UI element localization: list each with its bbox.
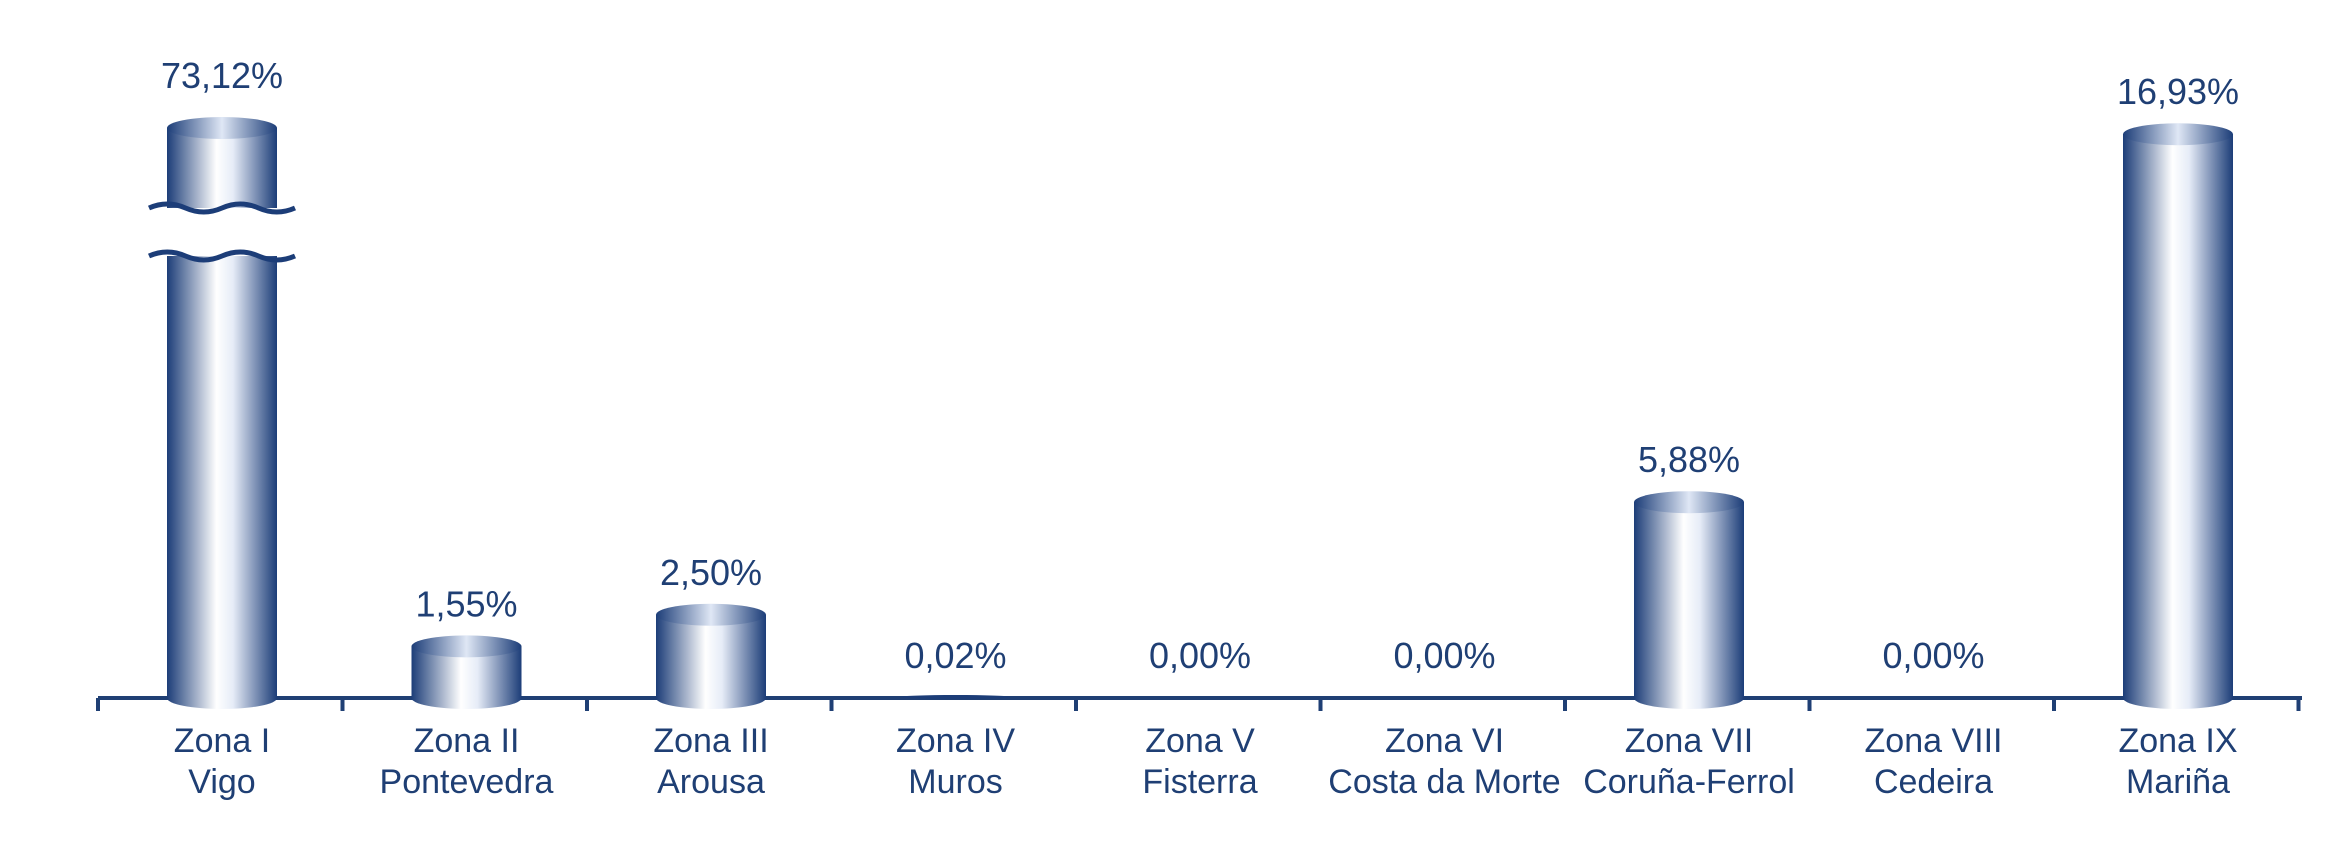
x-tick-label: Zona II: [414, 722, 520, 760]
x-tick-label-sub: Muros: [908, 763, 1002, 801]
x-tick-label-sub: Arousa: [657, 763, 765, 801]
bar-base: [411, 687, 522, 709]
bar-cap: [411, 635, 522, 658]
data-label: 0,00%: [1882, 635, 1984, 676]
bar-base: [167, 687, 277, 709]
x-tick-label-sub: Cedeira: [1874, 763, 1993, 801]
axis-break-line-top: [147, 201, 297, 215]
bar-1: [147, 117, 297, 709]
bar-cap: [656, 603, 766, 626]
x-tick-label: Zona IV: [896, 722, 1015, 760]
bars: [147, 117, 2233, 709]
x-tick-label: Zona IX: [2118, 722, 2237, 760]
data-label: 0,02%: [904, 635, 1006, 676]
bar-base: [656, 687, 766, 709]
data-label: 16,93%: [2117, 71, 2239, 112]
bar-body: [656, 614, 766, 698]
x-tick-label-sub: Vigo: [188, 763, 255, 801]
bar-body: [1634, 502, 1744, 698]
bar-9: [2123, 123, 2233, 709]
bar-base: [2123, 687, 2233, 709]
x-tick-label: Zona VI: [1385, 722, 1504, 760]
x-tick-label-sub: Costa da Morte: [1328, 763, 1560, 801]
bar-7: [1634, 491, 1744, 709]
data-label: 73,12%: [161, 55, 283, 96]
x-tick-label-sub: Mariña: [2126, 763, 2230, 801]
x-tick-label: Zona V: [1145, 722, 1255, 760]
bar-body: [2123, 134, 2233, 698]
x-tick-label: Zona I: [174, 722, 270, 760]
x-tick-label-sub: Coruña-Ferrol: [1583, 763, 1795, 801]
bar-3: [656, 603, 766, 709]
x-tick-label-sub: Pontevedra: [380, 763, 554, 801]
data-label: 5,88%: [1638, 439, 1740, 480]
bar-cap: [2123, 123, 2233, 146]
data-label: 0,00%: [1149, 635, 1251, 676]
x-tick-label: Zona III: [653, 722, 768, 760]
bar-cap: [167, 117, 277, 139]
bar-cap: [1634, 491, 1744, 514]
bar-4: [900, 695, 1011, 699]
data-label: 1,55%: [415, 583, 517, 624]
x-tick-label-sub: Fisterra: [1142, 763, 1257, 801]
bar-2: [411, 635, 522, 709]
x-tick-label: Zona VII: [1625, 722, 1754, 760]
axis-break-line-bottom: [147, 249, 297, 263]
bar-cap: [900, 695, 1011, 699]
data-label: 2,50%: [660, 552, 762, 593]
x-tick-label: Zona VIII: [1865, 722, 2003, 760]
axis-break-gap: [149, 208, 295, 256]
data-label: 0,00%: [1393, 635, 1495, 676]
bar-base: [1634, 687, 1744, 709]
